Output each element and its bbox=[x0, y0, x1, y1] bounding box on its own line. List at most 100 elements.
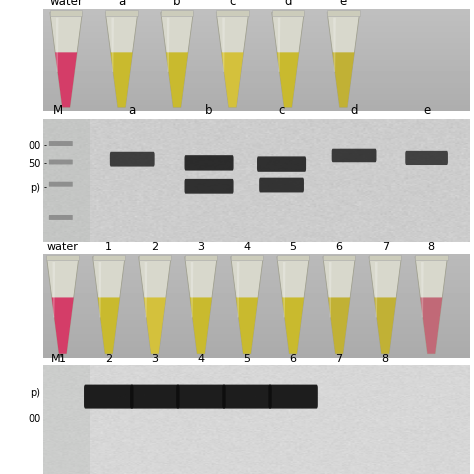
Text: d: d bbox=[284, 0, 292, 8]
FancyBboxPatch shape bbox=[49, 215, 73, 220]
Text: b: b bbox=[205, 104, 213, 117]
Polygon shape bbox=[191, 262, 193, 318]
Text: d: d bbox=[350, 104, 358, 117]
Text: 7: 7 bbox=[382, 242, 389, 252]
Polygon shape bbox=[283, 262, 285, 318]
Bar bbox=[369, 255, 401, 260]
Text: 50: 50 bbox=[28, 159, 40, 169]
Text: 5: 5 bbox=[290, 242, 297, 252]
Text: M': M' bbox=[51, 354, 64, 364]
FancyBboxPatch shape bbox=[130, 384, 180, 409]
FancyBboxPatch shape bbox=[259, 178, 304, 192]
Polygon shape bbox=[374, 298, 396, 354]
FancyBboxPatch shape bbox=[176, 384, 226, 409]
Polygon shape bbox=[237, 262, 239, 318]
Polygon shape bbox=[369, 257, 401, 354]
Polygon shape bbox=[277, 257, 309, 354]
Polygon shape bbox=[327, 12, 360, 107]
Bar bbox=[277, 255, 309, 260]
Bar bbox=[185, 255, 217, 260]
FancyBboxPatch shape bbox=[268, 384, 318, 409]
Text: c: c bbox=[278, 104, 285, 117]
Polygon shape bbox=[222, 18, 225, 72]
Polygon shape bbox=[145, 262, 147, 318]
Text: b: b bbox=[173, 0, 181, 8]
Text: 4: 4 bbox=[197, 354, 204, 364]
Polygon shape bbox=[282, 298, 304, 354]
Text: 00: 00 bbox=[28, 141, 40, 151]
Polygon shape bbox=[98, 298, 120, 354]
Text: 8: 8 bbox=[382, 354, 389, 364]
Bar bbox=[272, 10, 304, 16]
Polygon shape bbox=[329, 262, 331, 318]
Text: p): p) bbox=[30, 182, 40, 192]
Text: 2: 2 bbox=[105, 354, 112, 364]
Polygon shape bbox=[375, 262, 378, 318]
Text: 1: 1 bbox=[105, 242, 112, 252]
Text: water: water bbox=[47, 242, 79, 252]
Text: a: a bbox=[128, 104, 136, 117]
Bar bbox=[46, 255, 79, 260]
Polygon shape bbox=[138, 257, 171, 354]
Bar bbox=[415, 255, 447, 260]
Polygon shape bbox=[52, 298, 74, 354]
FancyBboxPatch shape bbox=[84, 384, 134, 409]
Text: 3: 3 bbox=[198, 242, 204, 252]
Polygon shape bbox=[46, 257, 79, 354]
FancyBboxPatch shape bbox=[257, 156, 306, 172]
Polygon shape bbox=[333, 18, 336, 72]
Text: -: - bbox=[43, 160, 46, 169]
Text: 2: 2 bbox=[151, 242, 158, 252]
Polygon shape bbox=[323, 257, 356, 354]
Text: 6: 6 bbox=[290, 354, 297, 364]
Text: water: water bbox=[49, 0, 83, 8]
Polygon shape bbox=[166, 52, 188, 107]
Text: c: c bbox=[229, 0, 236, 8]
Polygon shape bbox=[161, 12, 193, 107]
Polygon shape bbox=[277, 52, 299, 107]
Polygon shape bbox=[272, 12, 304, 107]
FancyBboxPatch shape bbox=[49, 141, 73, 146]
FancyBboxPatch shape bbox=[184, 179, 234, 194]
Bar bbox=[43, 118, 90, 242]
Text: 00: 00 bbox=[28, 414, 40, 425]
Text: a: a bbox=[118, 0, 125, 8]
Text: p): p) bbox=[30, 388, 40, 398]
Bar bbox=[138, 255, 171, 260]
FancyBboxPatch shape bbox=[49, 182, 73, 187]
FancyBboxPatch shape bbox=[110, 152, 155, 166]
Text: 3: 3 bbox=[151, 354, 158, 364]
Polygon shape bbox=[332, 52, 355, 107]
Text: 6: 6 bbox=[336, 242, 343, 252]
Text: e: e bbox=[340, 0, 347, 8]
Polygon shape bbox=[55, 52, 77, 107]
Polygon shape bbox=[328, 298, 350, 354]
Bar bbox=[105, 10, 138, 16]
Bar bbox=[50, 10, 82, 16]
Text: 8: 8 bbox=[428, 242, 435, 252]
Text: 4: 4 bbox=[244, 242, 251, 252]
Bar bbox=[216, 10, 249, 16]
Text: -: - bbox=[43, 183, 46, 192]
FancyBboxPatch shape bbox=[184, 155, 234, 171]
Polygon shape bbox=[110, 52, 133, 107]
Bar bbox=[92, 255, 125, 260]
Polygon shape bbox=[105, 12, 138, 107]
Polygon shape bbox=[190, 298, 212, 354]
FancyBboxPatch shape bbox=[49, 160, 73, 164]
Polygon shape bbox=[144, 298, 166, 354]
Polygon shape bbox=[56, 18, 58, 72]
Polygon shape bbox=[231, 257, 263, 354]
Polygon shape bbox=[278, 18, 280, 72]
Polygon shape bbox=[92, 257, 125, 354]
Polygon shape bbox=[216, 12, 249, 107]
Polygon shape bbox=[415, 257, 447, 354]
FancyBboxPatch shape bbox=[405, 151, 448, 165]
Polygon shape bbox=[420, 298, 442, 354]
Text: 5: 5 bbox=[244, 354, 250, 364]
Text: 1: 1 bbox=[59, 354, 66, 364]
Polygon shape bbox=[236, 298, 258, 354]
Polygon shape bbox=[421, 262, 424, 318]
Polygon shape bbox=[221, 52, 244, 107]
Bar bbox=[323, 255, 356, 260]
